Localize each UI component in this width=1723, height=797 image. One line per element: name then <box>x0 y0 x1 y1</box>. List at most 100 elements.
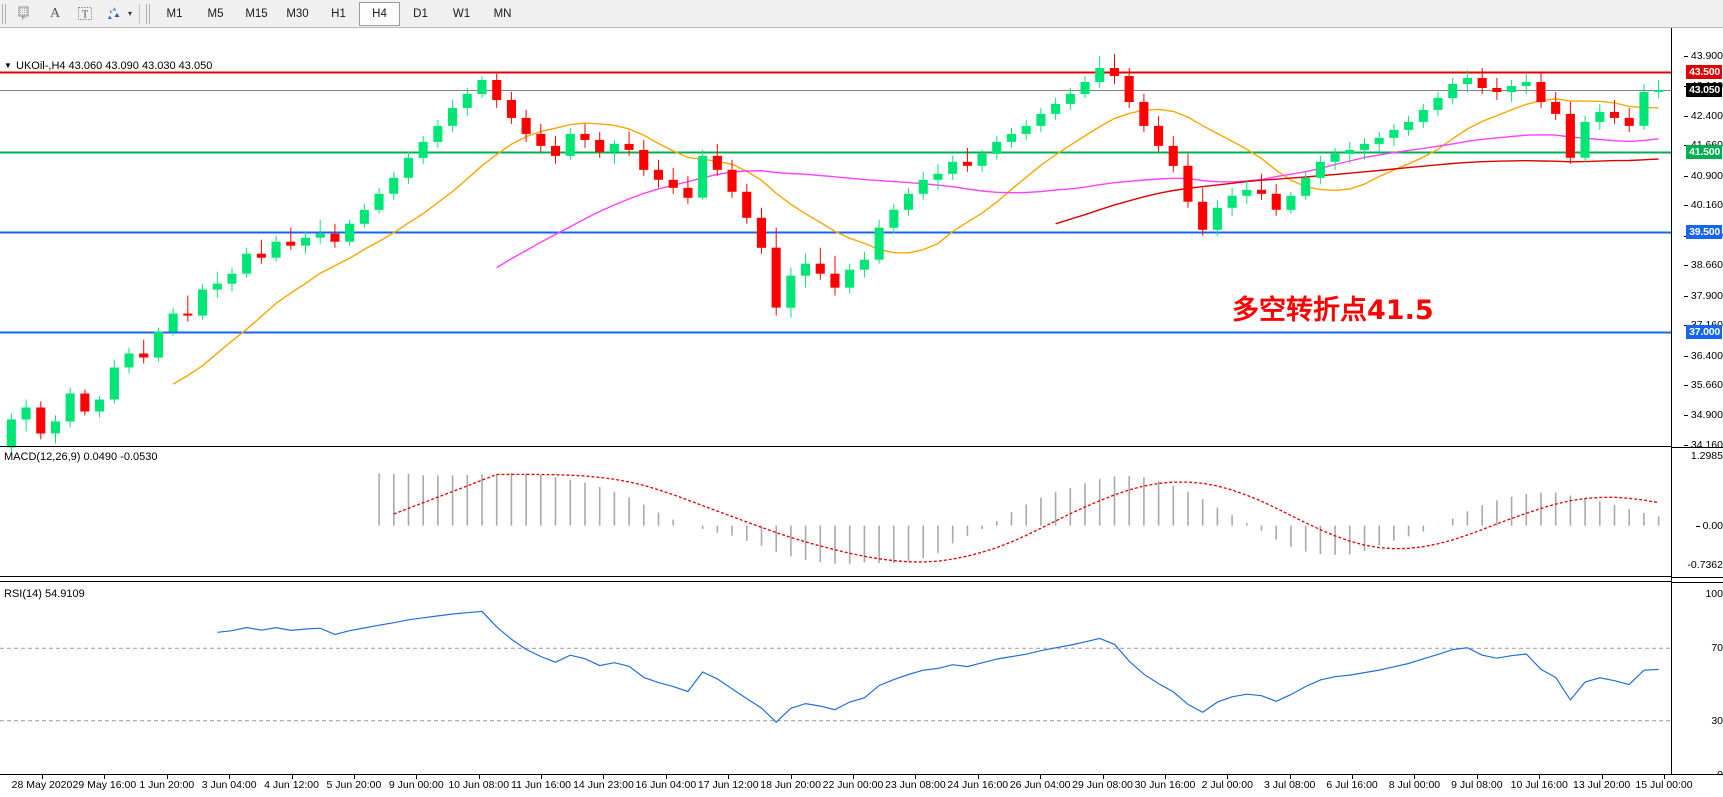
time-tick <box>1102 775 1104 779</box>
price-tick: 34.160 <box>1683 439 1723 451</box>
pivot-price-badge[interactable]: 41.500 <box>1686 144 1722 159</box>
time-axis-label: 10 Jun 08:00 <box>448 779 510 791</box>
timeframe-m5[interactable]: M5 <box>207 7 224 20</box>
time-axis-label: 24 Jun 16:00 <box>947 779 1009 791</box>
time-tick <box>603 775 605 779</box>
time-axis-label: 26 Jun 04:00 <box>1009 779 1071 791</box>
rsi-indicator-label: RSI(14) 54.9109 <box>4 588 85 600</box>
time-tick <box>977 775 979 779</box>
price-tick: 40.160 <box>1683 199 1723 211</box>
timeframe-h1[interactable]: H1 <box>331 7 346 20</box>
time-axis-label: 17 Jun 12:00 <box>697 779 759 791</box>
svg-text:T: T <box>82 10 88 21</box>
time-tick <box>1664 775 1665 779</box>
time-axis-label: 11 Jun 16:00 <box>511 779 572 791</box>
axis-panel-separator <box>1672 446 1723 448</box>
time-tick <box>291 775 293 779</box>
objects-chevron-down-icon[interactable]: ▾ <box>128 9 133 18</box>
time-axis-label: 9 Jun 00:00 <box>388 779 444 791</box>
time-tick <box>166 775 168 779</box>
time-axis-label: 29 May 16:00 <box>72 779 137 791</box>
time-tick <box>229 775 231 779</box>
time-tick <box>1352 775 1354 779</box>
macd-tick: 0.00 <box>1695 520 1723 532</box>
macd-tick: -0.7362 <box>1687 559 1723 571</box>
time-axis-label: 28 May 2020 <box>11 779 73 791</box>
chart-container[interactable]: ▼ UKOil-,H4 43.060 43.090 43.030 43.050 … <box>0 28 1723 797</box>
timeframe-grip[interactable] <box>146 3 153 24</box>
axis-panel-separator <box>1672 576 1723 578</box>
support1-price-badge[interactable]: 39.500 <box>1686 224 1722 239</box>
time-tick <box>728 775 730 779</box>
chart-plot-area[interactable] <box>0 28 1672 797</box>
chart-annotation-text: 多空转折点41.5 <box>1232 295 1434 326</box>
time-tick <box>790 775 792 779</box>
price-tick: 34.900 <box>1683 409 1723 421</box>
time-axis-label: 8 Jul 00:00 <box>1388 779 1441 791</box>
time-axis-label: 23 Jun 08:00 <box>885 779 946 791</box>
time-axis-label: 2 Jul 00:00 <box>1201 779 1253 791</box>
time-tick <box>541 775 543 779</box>
time-axis-label: 18 Jun 20:00 <box>760 779 821 791</box>
axis-panel-separator <box>1672 581 1723 583</box>
time-tick <box>1289 775 1291 779</box>
time-axis-label: 30 Jun 16:00 <box>1134 779 1196 791</box>
time-axis-label: 3 Jun 04:00 <box>201 779 257 791</box>
support2-price-badge[interactable]: 37.000 <box>1686 324 1722 339</box>
price-axis[interactable]: 43.90043.16042.40041.66040.90040.16039.4… <box>1671 28 1723 797</box>
rsi-line <box>217 610 1659 724</box>
rsi-tick: 100 <box>1705 588 1723 600</box>
toolbar-separator <box>139 3 141 24</box>
time-tick <box>1040 775 1042 779</box>
price-tick: 35.660 <box>1683 379 1723 391</box>
time-axis-label: 22 Jun 00:00 <box>822 779 884 791</box>
time-tick <box>1164 775 1166 779</box>
price-tick: 37.900 <box>1683 290 1723 302</box>
time-tick <box>42 775 43 779</box>
timeframe-group: M1 M5 M15 M30 H1 H4 D1 W1 MN <box>154 1 523 26</box>
time-axis-label: 15 Jul 00:00 <box>1635 779 1693 791</box>
time-axis[interactable]: 28 May 2020 29 May 16:00 1 Jun 20:00 3 Jun … <box>0 774 1723 797</box>
candlestick-series <box>6 54 1664 454</box>
timeframe-mn[interactable]: MN <box>493 7 512 20</box>
time-tick <box>1601 775 1603 779</box>
time-tick <box>353 775 355 779</box>
time-axis-label: 5 Jun 20:00 <box>326 779 382 791</box>
time-tick <box>478 775 480 779</box>
rsi-tick: 30 <box>1711 714 1723 727</box>
objects-icon[interactable] <box>101 1 129 26</box>
timeframe-m30[interactable]: M30 <box>286 7 309 20</box>
chart-svg <box>0 54 1672 724</box>
time-tick <box>1476 775 1478 779</box>
price-tick: 38.660 <box>1683 259 1723 271</box>
timeframe-m1[interactable]: M1 <box>166 7 183 20</box>
macd-indicator-label: MACD(12,26,9) 0.0490 -0.0530 <box>4 451 158 463</box>
symbol-ohlc-label: UKOil-,H4 43.060 43.090 43.030 43.050 <box>16 60 213 72</box>
price-tick: 42.400 <box>1683 110 1723 122</box>
svg-text:F: F <box>22 16 26 21</box>
time-tick <box>416 775 418 779</box>
ma-mid-line <box>496 134 1659 269</box>
timeframe-m15[interactable]: M15 <box>245 7 268 20</box>
toolbar-grip[interactable] <box>2 3 8 24</box>
macd-histogram <box>378 472 1660 564</box>
time-tick <box>104 775 106 779</box>
resistance-price-badge[interactable]: 43.500 <box>1686 64 1722 79</box>
time-axis-label: 6 Jul 16:00 <box>1326 779 1378 791</box>
timeframe-d1[interactable]: D1 <box>413 7 428 20</box>
ma-fast-line <box>172 98 1659 385</box>
main-toolbar: F A T ▾ M1 M5 M15 M30 H1 H4 D1 W1 MN <box>0 0 1723 28</box>
timeframe-h4[interactable]: H4 <box>359 1 401 26</box>
crosshair-grid-icon[interactable]: F <box>11 1 39 26</box>
time-tick <box>853 775 854 779</box>
time-axis-label: 10 Jul 16:00 <box>1510 779 1568 791</box>
symbol-collapse-arrow-icon[interactable]: ▼ <box>4 61 12 70</box>
current-price-badge[interactable]: 43.050 <box>1686 82 1722 97</box>
rsi-tick: 70 <box>1711 642 1723 655</box>
timeframe-w1[interactable]: W1 <box>452 7 471 20</box>
price-tick: 40.900 <box>1683 170 1723 182</box>
time-axis-label: 16 Jun 04:00 <box>635 779 697 791</box>
text-label-icon[interactable]: T <box>71 1 99 26</box>
time-axis-label: 29 Jun 08:00 <box>1072 779 1133 791</box>
text-tool-icon[interactable]: A <box>49 5 61 21</box>
